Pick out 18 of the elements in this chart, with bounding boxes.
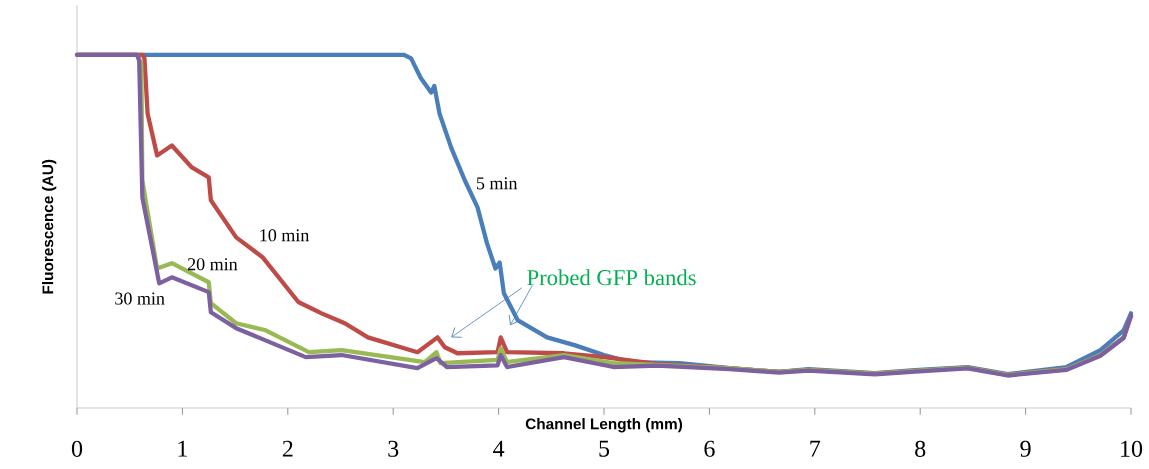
x-tick-label: 6: [704, 440, 715, 457]
x-tick-label: 4: [493, 440, 505, 457]
series-label: 5 min: [477, 177, 518, 190]
series-label: 10 min: [260, 229, 310, 242]
x-tick-label: 0: [71, 440, 83, 457]
x-tick-label: 1: [178, 440, 187, 457]
x-tick-label: 3: [388, 440, 399, 457]
series-label: 20 min: [187, 258, 238, 271]
x-tick-label: 7: [810, 440, 821, 457]
x-axis-title: Channel Length (mm): [525, 418, 683, 433]
annotation: Probed GFP bands: [527, 269, 696, 286]
x-tick-label: 2: [282, 440, 293, 457]
x-tick-label: 9: [1020, 440, 1031, 457]
x-tick-label: 5: [599, 440, 610, 457]
y-axis-title: Fluorescence (AU): [42, 159, 57, 294]
x-tick-label: 10: [1121, 440, 1143, 457]
series-label: 30 min: [115, 292, 165, 305]
x-tick-label: 8: [915, 440, 926, 457]
